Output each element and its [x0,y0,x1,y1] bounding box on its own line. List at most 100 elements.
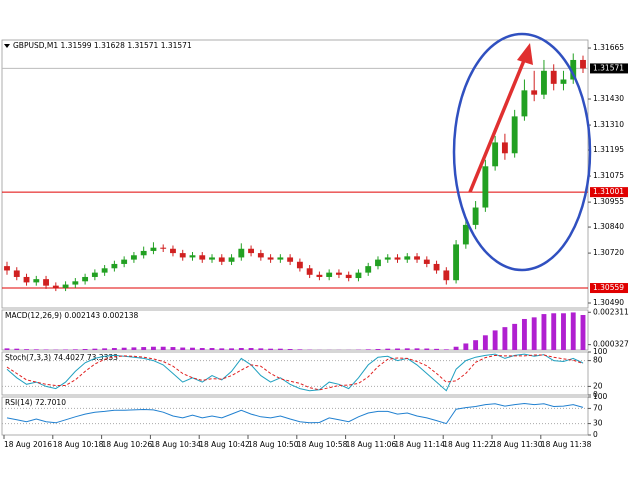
candle-body [443,270,450,281]
candle-body [218,257,225,262]
histogram-bar [199,348,205,350]
price-label: 1.31001 [593,187,624,196]
candle-body [189,255,196,258]
candle-body [326,272,333,277]
histogram-bar [229,348,234,350]
candle-body [43,279,49,286]
histogram-bar [141,347,147,350]
histogram-bar [14,348,20,350]
candle-body [160,247,167,249]
x-tick-label: 18 Aug 10:34 [150,440,201,449]
candle-body [33,279,40,283]
y-tick-label: 20 [593,381,603,390]
candle-body [580,59,586,69]
histogram-bar [287,349,293,350]
candle-body [13,270,20,277]
histogram-bar [238,348,244,350]
candle-body [306,268,313,275]
histogram-bar [102,348,108,350]
histogram-bar [443,349,449,350]
candle-body [62,284,69,288]
histogram-bar [151,346,156,350]
histogram-bar [297,349,303,350]
y-tick-label: 1.31310 [593,120,624,129]
candle-body [336,272,342,275]
histogram-bar [434,348,439,350]
candle-body [101,268,108,273]
menu-triangle [4,44,10,48]
x-tick-label: 18 Aug 11:14 [394,440,445,449]
indicator-line [6,402,584,425]
y-tick-label: 0 [593,390,598,399]
highlight-ellipse [452,32,592,272]
x-tick-label: 18 Aug 10:42 [199,440,250,449]
histogram-bar [463,343,469,350]
x-tick-label: 18 Aug 10:58 [297,440,348,449]
candle-body [72,281,79,285]
histogram-bar [482,335,488,350]
panel-frame [1,351,589,396]
x-tick-label: 18 Aug 10:50 [248,440,299,449]
candle-body [423,259,430,264]
indicator-line [6,354,584,391]
candle-body [23,276,30,283]
candle-body [170,248,176,254]
candle-body [365,266,372,273]
candle-body [130,255,137,260]
histogram-bar [209,348,215,350]
histogram-bar [521,318,527,350]
price-label: 1.30559 [593,283,624,292]
y-tick-label: 1.31195 [593,145,624,154]
panel-frame [1,396,589,436]
y-tick-label: 1.31665 [593,43,624,52]
histogram-bar [121,347,127,350]
y-tick-label: 1.31430 [593,94,624,103]
y-tick-label: 80 [593,356,603,365]
histogram-bar [111,348,117,350]
histogram-bar [131,347,137,350]
y-tick-label: 100 [593,347,608,356]
candle-body [375,259,381,267]
panel-title: Stoch(7,3,3) 74.4027 73.3333 [5,353,118,362]
y-tick-label: 1.30840 [593,222,624,231]
histogram-bar [570,312,576,350]
histogram-bar [82,349,88,350]
candle-body [228,257,235,262]
histogram-bar [375,349,381,350]
panel-title: MACD(12,26,9) 0.002143 0.002138 [5,311,139,320]
histogram-bar [190,347,195,350]
candle-body [52,285,59,288]
candle-body [541,70,547,95]
histogram-bar [248,348,254,350]
candle-body [384,257,391,260]
candle-body [570,59,577,80]
histogram-bar [4,348,10,350]
price-label: 1.31571 [593,63,624,72]
candle-body [257,253,264,258]
candle-body [199,255,206,260]
candle-body [433,263,440,271]
histogram-bar [580,315,586,350]
candle-body [267,257,274,260]
histogram-bar [551,313,557,350]
histogram-bar [541,314,547,350]
panel-frame [1,309,589,351]
candle-body [394,257,401,260]
histogram-bar [492,330,498,350]
candle-body [287,257,294,262]
candle-body [248,248,254,254]
candle-body [482,166,489,208]
price-label-box [590,63,628,74]
candle-body [414,256,420,260]
panel-title: GBPUSD,M1 1.31599 1.31628 1.31571 1.3157… [13,41,192,50]
histogram-bar [160,346,166,350]
candle-body [82,276,89,282]
histogram-bar [92,348,98,350]
candle-body [453,244,460,281]
candle-body [521,90,528,117]
candle-body [140,250,147,256]
candle-body [560,79,567,84]
